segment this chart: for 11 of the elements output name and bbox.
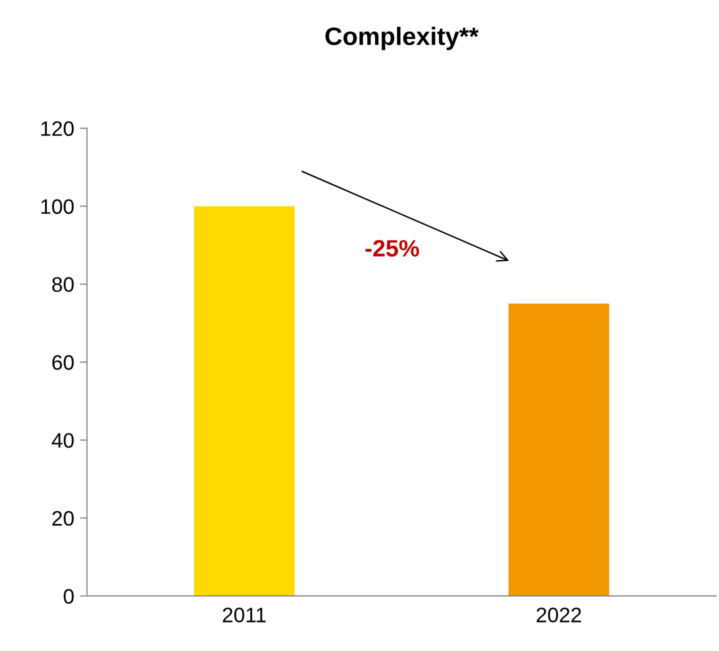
annotation: -25% xyxy=(365,240,420,257)
x-tick-label: 2022 xyxy=(536,608,581,622)
chart-title: Complexity** xyxy=(325,26,479,50)
x-tick-label: 2011 xyxy=(222,608,266,622)
y-tick-label: 20 xyxy=(52,511,74,526)
y-tick-label: 40 xyxy=(52,433,74,448)
y-tick-label: 0 xyxy=(64,588,74,604)
y-tick-label: 100 xyxy=(41,199,74,214)
y-tick-label: 60 xyxy=(52,355,74,370)
y-tick-label: 80 xyxy=(52,277,74,292)
y-tick-label: 120 xyxy=(41,121,74,136)
